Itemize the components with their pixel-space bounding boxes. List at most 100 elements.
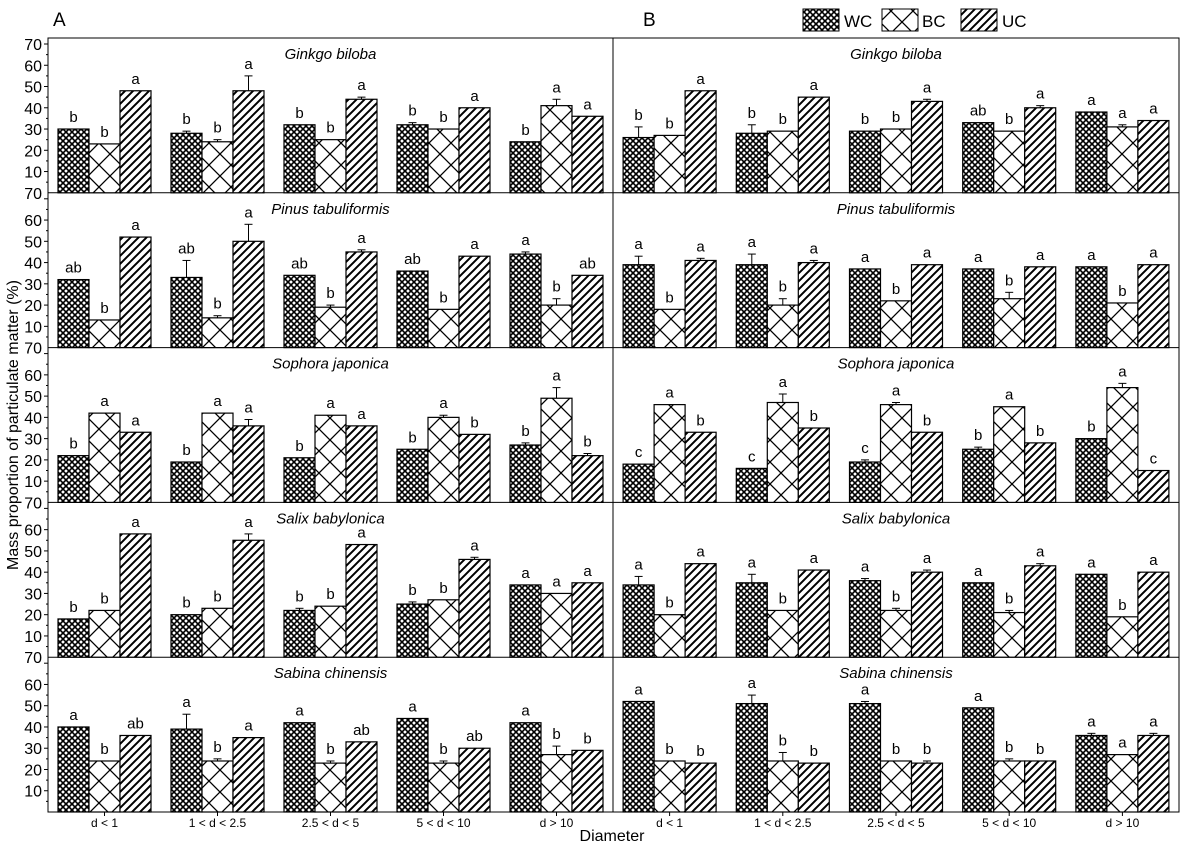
bar-b-pinus-tabuliformis-uc-2 xyxy=(910,264,944,349)
significance-letter: b xyxy=(326,741,334,758)
significance-letter: b xyxy=(213,120,221,137)
significance-letter: b xyxy=(439,289,447,306)
significance-letter: b xyxy=(552,726,560,743)
y-tick-label: 30 xyxy=(24,741,42,758)
significance-letter: a xyxy=(923,550,932,567)
bar-b-sabina-chinensis-bc-3 xyxy=(993,760,1026,813)
significance-letter: b xyxy=(521,423,529,440)
significance-letter: a xyxy=(1087,247,1096,264)
significance-letter: c xyxy=(748,448,756,465)
significance-letter: b xyxy=(295,105,303,122)
x-tick-label: 2.5 < d < 5 xyxy=(302,816,360,830)
bar-b-salix-babylonica-bc-4 xyxy=(1106,616,1139,658)
bar-a-sophora-japonica-wc-0 xyxy=(57,455,90,503)
bar-a-ginkgo-biloba-uc-3 xyxy=(458,107,491,194)
bar-a-ginkgo-biloba-wc-2 xyxy=(283,124,316,194)
y-tick-label: 50 xyxy=(24,544,42,561)
bar-a-sophora-japonica-wc-2 xyxy=(283,457,316,504)
bar-a-salix-babylonica-bc-0 xyxy=(88,609,121,658)
bar-b-pinus-tabuliformis-bc-3 xyxy=(993,298,1026,349)
significance-letter: ab xyxy=(466,728,483,745)
bar-b-sabina-chinensis-bc-2 xyxy=(879,760,913,813)
bar-a-sabina-chinensis-bc-0 xyxy=(88,760,121,813)
x-tick-label: d > 10 xyxy=(540,816,574,830)
bar-b-pinus-tabuliformis-uc-0 xyxy=(684,259,717,349)
bar-b-sabina-chinensis-uc-1 xyxy=(797,762,830,813)
y-tick-label: 60 xyxy=(24,523,42,540)
significance-letter: a xyxy=(357,230,366,247)
bar-b-ginkgo-biloba-wc-0 xyxy=(622,136,655,194)
species-title-sabina-chinensis: Sabina chinensis xyxy=(839,665,953,682)
bar-a-pinus-tabuliformis-bc-2 xyxy=(314,306,347,349)
bar-b-sabina-chinensis-wc-0 xyxy=(622,700,655,813)
bar-b-pinus-tabuliformis-uc-3 xyxy=(1024,266,1057,349)
significance-letter: a xyxy=(974,249,983,266)
y-tick-label: 70 xyxy=(24,186,42,203)
significance-letter: b xyxy=(295,438,303,455)
y-tick-label: 10 xyxy=(24,784,42,801)
bar-b-sophora-japonica-uc-4 xyxy=(1137,469,1170,503)
bar-b-salix-babylonica-uc-0 xyxy=(684,563,717,658)
bar-b-pinus-tabuliformis-bc-1 xyxy=(766,304,799,349)
significance-letter: b xyxy=(439,109,447,126)
bar-a-ginkgo-biloba-bc-3 xyxy=(427,128,460,194)
species-title-salix-babylonica: Salix babylonica xyxy=(276,510,384,527)
y-tick-label: 40 xyxy=(24,565,42,582)
bar-b-sophora-japonica-uc-3 xyxy=(1024,442,1057,504)
legend-label-bc: BC xyxy=(922,12,946,31)
species-title-ginkgo-biloba: Ginkgo biloba xyxy=(850,46,942,63)
significance-letter: a xyxy=(696,71,705,88)
bar-a-ginkgo-biloba-uc-2 xyxy=(345,98,378,194)
significance-letter: b xyxy=(861,111,869,128)
bar-a-ginkgo-biloba-bc-2 xyxy=(314,139,347,194)
significance-letter: b xyxy=(69,599,77,616)
significance-letter: a xyxy=(244,399,253,416)
bar-b-sophora-japonica-wc-0 xyxy=(622,463,655,504)
significance-letter: a xyxy=(923,79,932,96)
bar-b-ginkgo-biloba-uc-4 xyxy=(1137,119,1170,194)
bar-a-pinus-tabuliformis-uc-3 xyxy=(458,255,491,349)
significance-letter: ab xyxy=(65,260,82,277)
significance-letter: a xyxy=(357,525,366,542)
bar-a-ginkgo-biloba-wc-1 xyxy=(170,132,203,194)
y-tick-label: 70 xyxy=(24,37,42,54)
significance-letter: b xyxy=(779,732,787,749)
y-tick-label: 50 xyxy=(24,389,42,406)
bar-a-salix-babylonica-wc-1 xyxy=(170,614,203,658)
significance-letter: b xyxy=(326,586,334,603)
bar-a-salix-babylonica-uc-1 xyxy=(232,539,265,658)
significance-letter: ab xyxy=(579,255,596,272)
significance-letter: b xyxy=(100,300,108,317)
significance-letter: a xyxy=(1118,363,1127,380)
significance-letter: b xyxy=(665,741,673,758)
bar-a-ginkgo-biloba-wc-3 xyxy=(396,124,429,194)
significance-letter: a xyxy=(1118,735,1127,752)
bar-a-sophora-japonica-bc-0 xyxy=(88,412,121,503)
y-tick-label: 30 xyxy=(24,122,42,139)
bar-a-salix-babylonica-wc-4 xyxy=(509,584,542,658)
x-tick-label: 5 < d < 10 xyxy=(982,816,1036,830)
significance-letter: b xyxy=(182,111,190,128)
significance-letter: a xyxy=(552,573,561,590)
bar-a-ginkgo-biloba-bc-1 xyxy=(201,141,234,194)
bar-a-sabina-chinensis-wc-0 xyxy=(57,726,90,813)
significance-letter: a xyxy=(974,563,983,580)
significance-letter: ab xyxy=(127,715,144,732)
significance-letter: a xyxy=(182,694,191,711)
bar-b-ginkgo-biloba-bc-3 xyxy=(993,130,1026,194)
bar-a-salix-babylonica-wc-2 xyxy=(283,609,316,658)
significance-letter: b xyxy=(583,730,591,747)
bar-b-pinus-tabuliformis-wc-4 xyxy=(1075,266,1108,349)
significance-letter: ab xyxy=(404,251,421,268)
significance-letter: c xyxy=(861,440,869,457)
significance-letter: a xyxy=(1087,713,1096,730)
bar-b-sabina-chinensis-bc-4 xyxy=(1106,754,1139,813)
significance-letter: b xyxy=(923,741,931,758)
species-title-salix-babylonica: Salix babylonica xyxy=(842,510,950,527)
significance-letter: b xyxy=(439,741,447,758)
bar-b-sabina-chinensis-bc-1 xyxy=(766,760,799,813)
significance-letter: c xyxy=(635,444,643,461)
significance-letter: b xyxy=(748,105,756,122)
significance-letter: b xyxy=(892,741,900,758)
significance-letter: a xyxy=(470,236,479,253)
